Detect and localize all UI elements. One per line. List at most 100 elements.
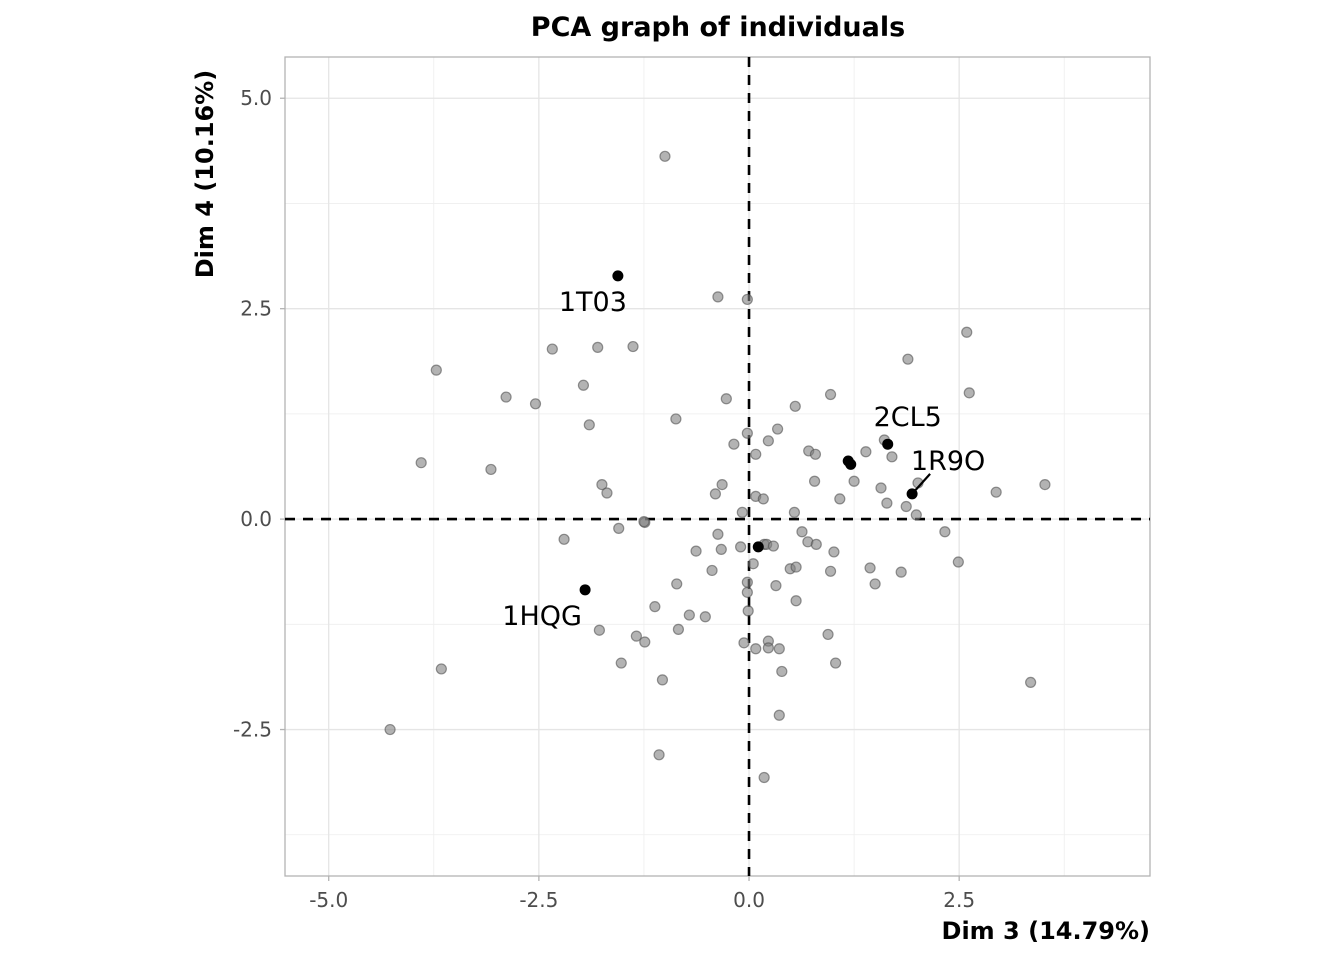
data-point xyxy=(747,558,759,570)
data-point xyxy=(776,665,788,678)
points xyxy=(384,150,1051,784)
data-point xyxy=(716,478,728,491)
data-point xyxy=(630,630,642,642)
data-point xyxy=(757,493,769,505)
data-point xyxy=(788,506,801,518)
x-axis-title: Dim 3 (14.79%) xyxy=(942,917,1150,945)
x-tick-label: -2.5 xyxy=(519,888,558,912)
data-point xyxy=(738,637,750,649)
data-point xyxy=(741,427,753,439)
data-point xyxy=(639,636,651,648)
data-point xyxy=(762,435,774,447)
grid xyxy=(285,57,1150,876)
data-point xyxy=(671,578,683,590)
data-point xyxy=(770,580,782,592)
point-label: 1HQG xyxy=(502,601,582,632)
panel-border xyxy=(284,56,1151,877)
highlighted-point xyxy=(845,458,857,470)
data-point xyxy=(939,526,951,538)
x-tick-label: 2.5 xyxy=(943,888,975,912)
data-point xyxy=(895,566,907,578)
data-point xyxy=(952,556,964,568)
data-point xyxy=(712,528,724,540)
data-point xyxy=(834,493,846,505)
data-point xyxy=(656,674,669,686)
data-point xyxy=(659,150,671,162)
data-point xyxy=(715,543,727,556)
data-point xyxy=(546,343,558,355)
data-point xyxy=(741,293,753,306)
data-point xyxy=(864,562,876,574)
data-point xyxy=(961,326,973,338)
data-point xyxy=(1025,676,1037,689)
data-point xyxy=(601,487,613,499)
data-point xyxy=(824,388,837,401)
data-point xyxy=(592,341,604,353)
data-point xyxy=(593,624,605,636)
data-point xyxy=(670,413,682,425)
data-point xyxy=(848,475,860,487)
data-point xyxy=(583,419,595,431)
data-point xyxy=(384,723,396,736)
data-point xyxy=(728,438,740,450)
data-point xyxy=(963,387,975,399)
data-point xyxy=(1039,478,1051,491)
data-point xyxy=(824,565,837,577)
data-point xyxy=(415,457,427,469)
data-point xyxy=(860,446,872,458)
data-point xyxy=(435,663,447,675)
data-point xyxy=(577,379,590,391)
data-point xyxy=(672,623,685,635)
y-tick-label: -2.5 xyxy=(233,718,272,742)
data-point xyxy=(809,448,822,460)
data-point xyxy=(529,398,542,410)
data-point xyxy=(638,516,650,528)
data-point xyxy=(808,475,821,487)
data-point xyxy=(735,541,747,553)
data-point xyxy=(828,546,840,558)
data-point xyxy=(886,451,898,463)
data-point xyxy=(758,771,770,784)
point-label: 2CL5 xyxy=(874,402,942,433)
y-tick-label: 5.0 xyxy=(240,86,272,110)
data-point xyxy=(741,576,753,588)
data-point xyxy=(773,643,785,655)
data-point xyxy=(615,657,627,669)
data-point xyxy=(736,506,748,518)
data-point xyxy=(767,540,780,552)
highlighted-point xyxy=(752,541,764,553)
data-point xyxy=(875,482,887,494)
data-point xyxy=(613,522,625,534)
chart-title: PCA graph of individuals xyxy=(531,12,905,43)
data-point xyxy=(796,526,808,538)
data-point xyxy=(902,353,914,365)
axis-ticks: -5.0 -2.5 0.0 2.5 -2.5 0.0 2.5 5.0 xyxy=(233,86,975,912)
x-tick-label: -5.0 xyxy=(309,888,348,912)
point-label: 1T03 xyxy=(559,287,627,318)
data-point xyxy=(762,642,774,654)
data-point xyxy=(773,709,785,721)
data-point xyxy=(720,393,732,405)
data-point xyxy=(990,486,1002,498)
data-point xyxy=(790,561,802,573)
reference-lines xyxy=(285,57,1150,876)
y-tick-label: 0.0 xyxy=(240,507,272,531)
data-point xyxy=(750,643,762,655)
data-point xyxy=(881,497,893,509)
y-tick-label: 2.5 xyxy=(240,297,272,321)
data-point xyxy=(772,423,784,435)
data-point xyxy=(500,391,512,403)
data-point xyxy=(712,291,724,303)
data-point xyxy=(869,578,881,590)
data-point xyxy=(742,605,754,617)
data-point xyxy=(789,400,801,412)
x-tick-label: 0.0 xyxy=(733,888,765,912)
data-point xyxy=(558,533,570,545)
data-point xyxy=(683,609,695,621)
data-point xyxy=(653,749,665,761)
data-point xyxy=(699,611,711,623)
data-point xyxy=(430,364,442,376)
data-point xyxy=(485,463,497,476)
data-point xyxy=(900,500,912,513)
